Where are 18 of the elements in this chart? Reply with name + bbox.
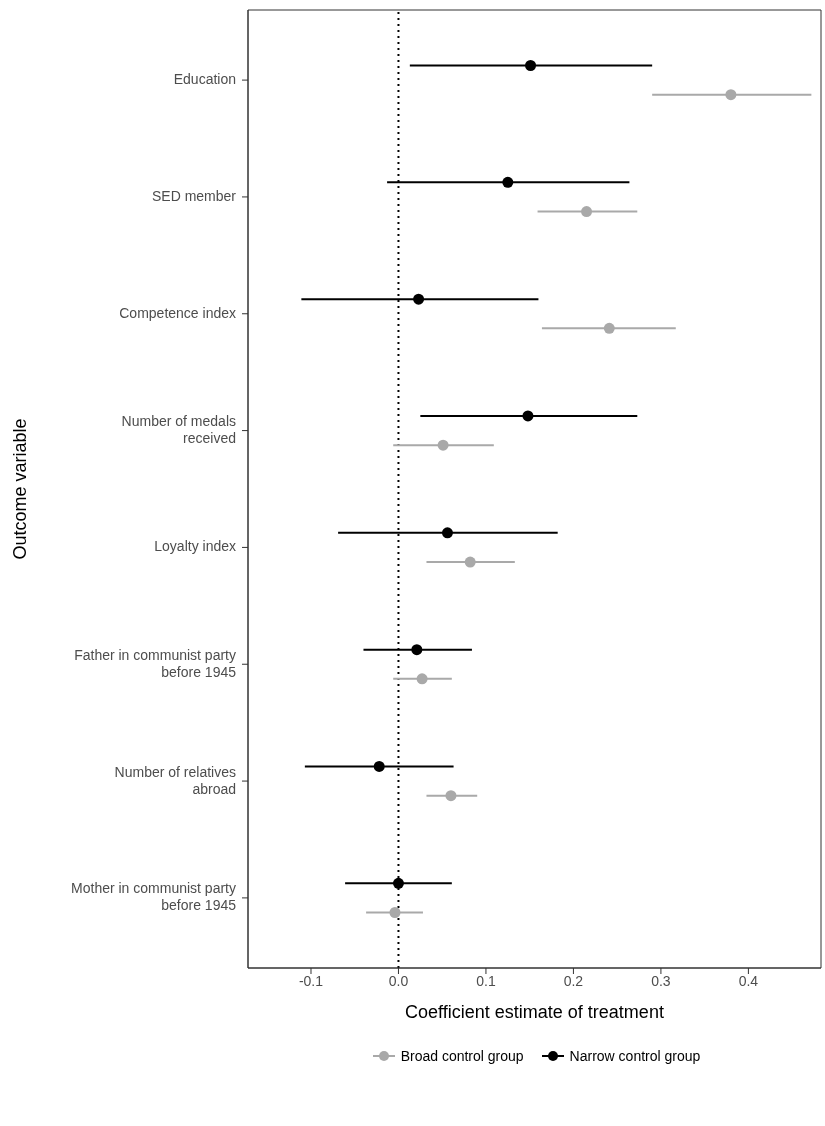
x-tick-label: 0.4 xyxy=(738,972,759,989)
y-tick-label: Number of relatives abroad xyxy=(114,763,236,797)
legend-label: Broad control group xyxy=(400,1048,524,1064)
y-tick-label: Father in communist party before 1945 xyxy=(74,646,237,680)
x-tick-label: 0.0 xyxy=(388,972,409,989)
legend-label: Narrow control group xyxy=(569,1048,701,1064)
x-axis-title: Coefficient estimate of treatment xyxy=(405,1002,664,1022)
y-tick-label: Education xyxy=(173,70,236,87)
x-tick-label: 0.3 xyxy=(651,972,671,989)
y-tick-label: Number of medals received xyxy=(121,412,236,446)
y-tick-label: Competence index xyxy=(119,304,236,321)
x-tick-label: 0.1 xyxy=(476,972,496,989)
x-tick-label: -0.1 xyxy=(298,972,324,989)
y-tick-label: Loyalty index xyxy=(154,538,236,555)
y-tick-label: Mother in communist party before 1945 xyxy=(71,880,237,914)
x-tick-label: 0.2 xyxy=(563,972,584,989)
y-axis-title: Outcome variable xyxy=(10,418,31,560)
y-tick-label: SED member xyxy=(151,187,237,204)
